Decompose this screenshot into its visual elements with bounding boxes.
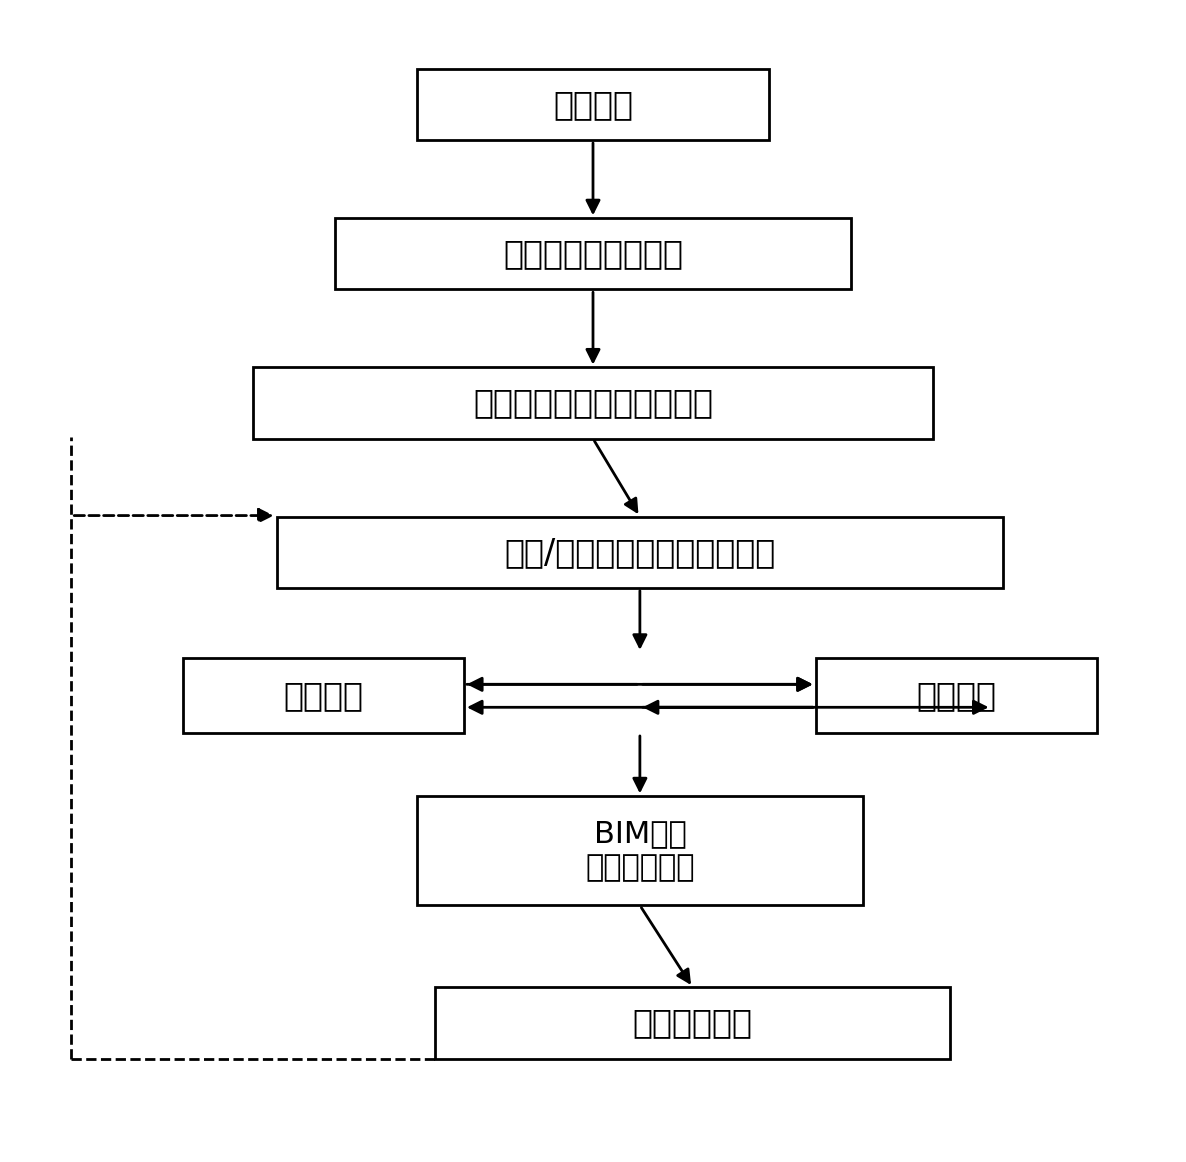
Text: 任务接受: 任务接受 [553,88,633,121]
Text: 现场作业: 现场作业 [283,680,363,712]
Text: 综合地质分析: 综合地质分析 [632,1006,753,1040]
Bar [253,367,933,438]
Text: BIM模型
三维地质模型: BIM模型 三维地质模型 [585,819,695,882]
Text: 搜集资料、现场踏勘: 搜集资料、现场踏勘 [503,237,683,271]
Text: 制定/更新勘察方案、工作大纲: 制定/更新勘察方案、工作大纲 [504,536,776,568]
Bar [336,218,850,289]
Text: 建立区域初始三维地质模型: 建立区域初始三维地质模型 [473,387,713,419]
Bar [435,988,950,1059]
Text: 试验中心: 试验中心 [917,680,996,712]
Bar [417,796,862,905]
Bar [417,69,769,141]
Bar [816,659,1097,733]
Bar [276,517,1003,588]
Bar [183,659,464,733]
